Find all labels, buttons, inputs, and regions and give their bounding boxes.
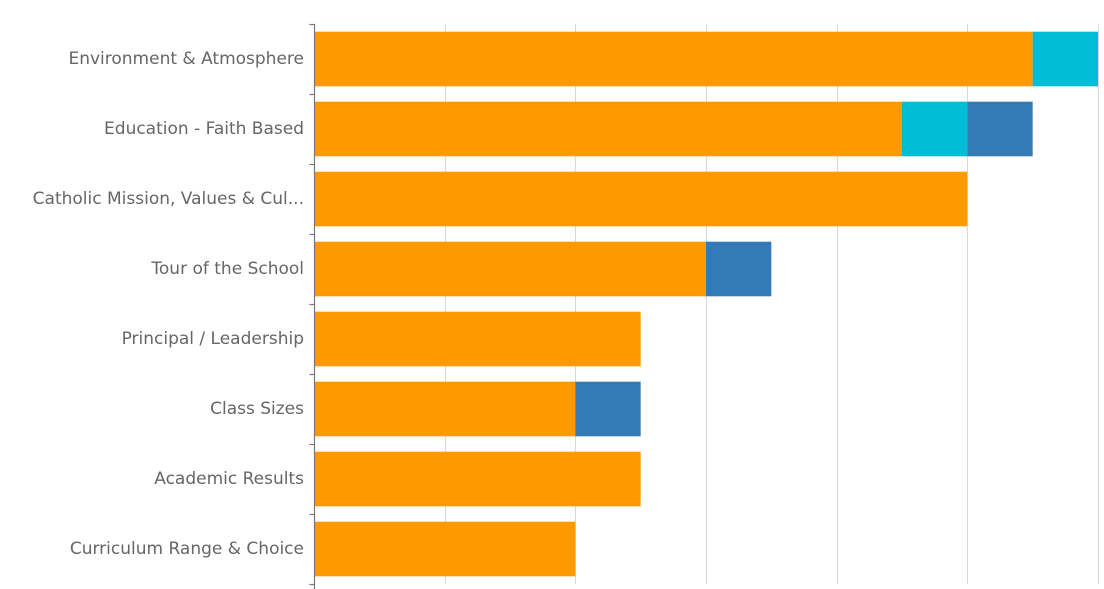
bar-1-series-2[interactable] — [967, 101, 1033, 157]
category-label: Curriculum Range & Choice — [70, 539, 304, 559]
bar-1-series-1[interactable] — [902, 101, 968, 157]
category-label: Education - Faith Based — [104, 119, 304, 139]
bar-3-series-0[interactable] — [314, 241, 706, 297]
bar-0-series-1[interactable] — [1032, 31, 1098, 87]
category-label: Tour of the School — [150, 259, 304, 279]
y-axis — [309, 23, 316, 589]
bars — [314, 31, 1098, 577]
bar-3-series-2[interactable] — [706, 241, 772, 297]
bar-1-series-0[interactable] — [314, 101, 902, 157]
category-label: Principal / Leadership — [122, 329, 304, 349]
bar-6-series-0[interactable] — [314, 451, 641, 507]
bar-4-series-0[interactable] — [314, 311, 641, 367]
category-label: Academic Results — [154, 469, 304, 489]
bar-5-series-2[interactable] — [575, 381, 641, 437]
category-label: Environment & Atmosphere — [68, 49, 304, 69]
category-labels: Environment & Atmosphere Education - Fait… — [33, 49, 304, 559]
category-label: Class Sizes — [210, 399, 304, 419]
bar-7-series-0[interactable] — [314, 521, 576, 577]
bar-2-series-0[interactable] — [314, 171, 968, 227]
bar-0-series-0[interactable] — [314, 31, 1033, 87]
category-label: Catholic Mission, Values & Cul... — [33, 189, 304, 209]
bar-5-series-0[interactable] — [314, 381, 576, 437]
